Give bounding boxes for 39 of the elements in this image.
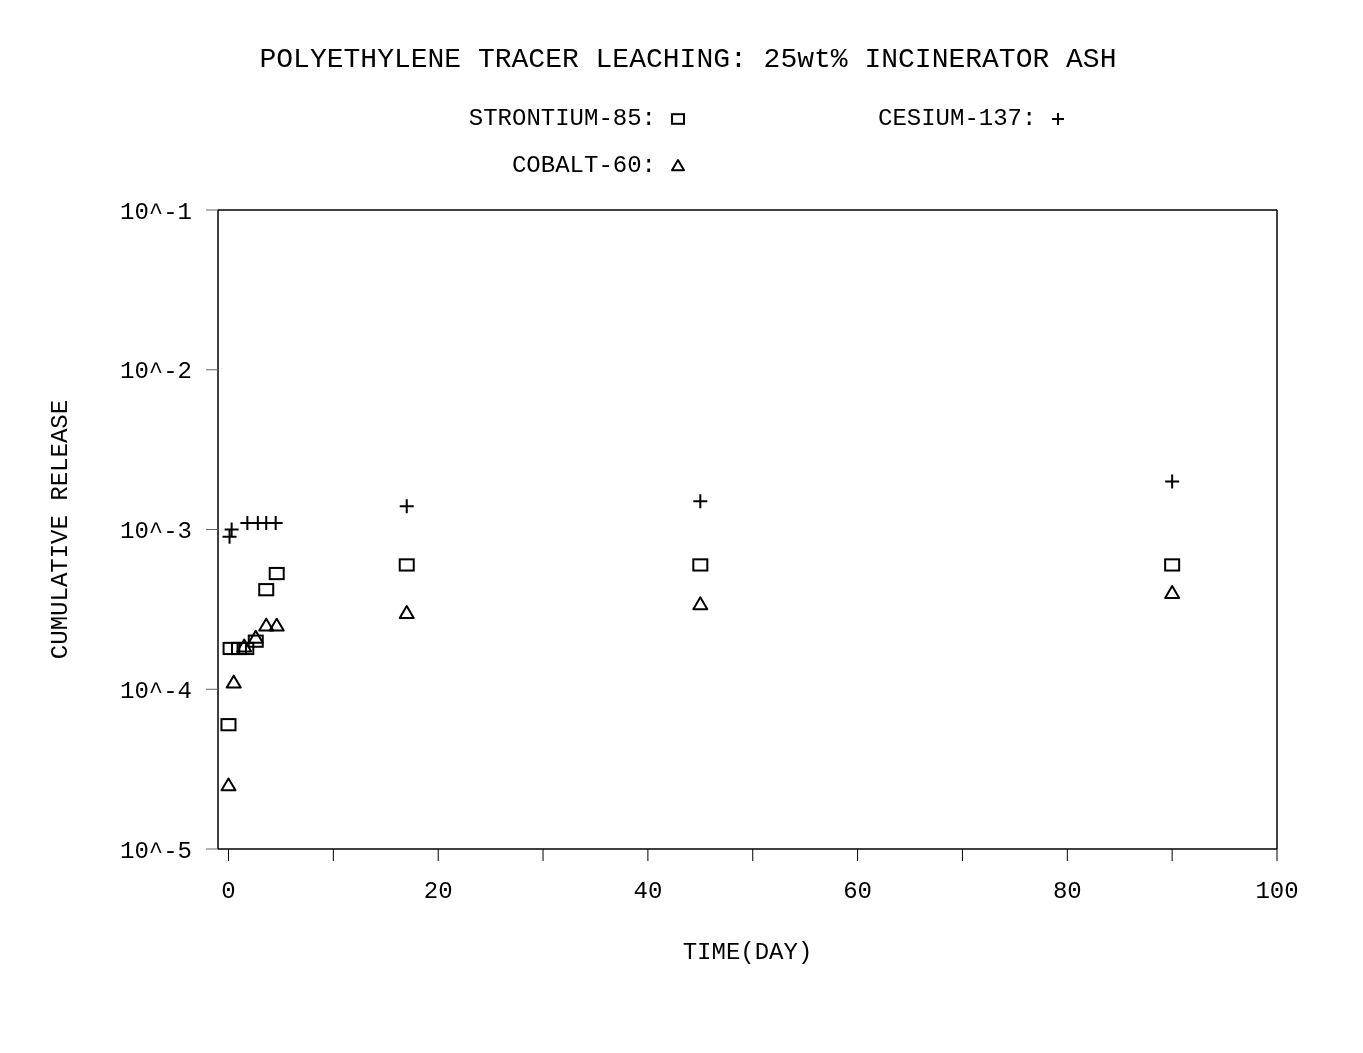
chart-title: POLYETHYLENE TRACER LEACHING: 25wt% INCINERATOR ASH <box>258 43 1118 75</box>
point <box>220 718 237 732</box>
point <box>222 641 239 656</box>
point <box>398 558 415 572</box>
y-tick-label: 10^-2 <box>119 358 192 386</box>
point <box>692 558 709 572</box>
y-axis-title: CUMULATIVE RELEASE <box>46 399 74 660</box>
point <box>1164 585 1181 599</box>
point <box>398 605 415 619</box>
point <box>223 521 240 538</box>
point <box>1164 473 1181 490</box>
point <box>258 617 275 632</box>
point <box>692 493 709 510</box>
x-tick-label: 100 <box>1255 878 1299 906</box>
point <box>230 641 247 656</box>
x-tick-label: 0 <box>221 878 236 906</box>
x-tick-label: 40 <box>633 878 663 906</box>
point <box>220 777 237 792</box>
y-tick-label: 10^-5 <box>119 837 192 865</box>
x-tick-label: 60 <box>843 878 872 906</box>
point <box>268 617 285 632</box>
point <box>258 583 275 597</box>
point <box>1164 558 1181 572</box>
y-tick-label: 10^-4 <box>119 677 192 705</box>
legend-label: STRONTIUM-85: <box>468 105 656 132</box>
x-axis-title: TIME(DAY) <box>682 939 813 966</box>
point <box>221 528 238 545</box>
legend-label: CESIUM-137: <box>878 105 1037 132</box>
point <box>398 498 415 515</box>
point <box>692 596 709 611</box>
point <box>247 629 264 644</box>
x-tick-label: 20 <box>423 878 453 906</box>
y-tick-label: 10^-1 <box>119 198 192 226</box>
point <box>268 566 285 581</box>
point <box>247 634 264 648</box>
legend-label: COBALT-60: <box>511 152 656 179</box>
x-tick-label: 80 <box>1052 878 1082 906</box>
y-tick-label: 10^-3 <box>119 518 192 546</box>
point <box>225 674 242 689</box>
